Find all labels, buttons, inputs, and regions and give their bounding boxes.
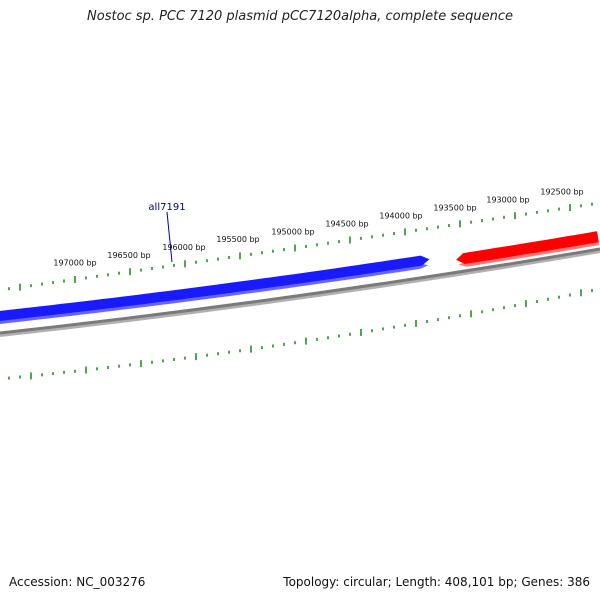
map-summary-text: Topology: circular; Length: 408,101 bp; … (283, 575, 590, 589)
gene-label[interactable]: all7191 (148, 202, 185, 213)
gene-label-leader-line (166, 211, 173, 263)
inner-ruler-ticks (8, 289, 593, 380)
ruler-label: 196500 bp (107, 251, 150, 260)
map-title: Nostoc sp. PCC 7120 plasmid pCC7120alpha… (87, 9, 513, 24)
ruler-label: 195500 bp (216, 235, 259, 244)
outer-ruler-ticks (8, 202, 593, 291)
ruler-label: 193000 bp (486, 196, 529, 205)
ruler-label: 193500 bp (433, 204, 476, 213)
ruler-label: 194500 bp (325, 219, 368, 228)
gene-arrow-reverse-body (456, 231, 599, 264)
ruler-label: 196000 bp (162, 243, 205, 252)
accession-text: Accession: NC_003276 (9, 575, 146, 589)
ruler-label: 192500 bp (540, 188, 583, 197)
ruler-label: 194000 bp (379, 212, 422, 221)
ruler-label: 195000 bp (271, 227, 314, 236)
gene-arrow-forward[interactable] (0, 255, 430, 325)
plasmid-backbone-shadow (0, 249, 600, 337)
ruler-label: 197000 bp (53, 259, 96, 268)
gene-arrow-forward-body (0, 255, 430, 321)
plasmid-backbone (0, 247, 600, 335)
gene-arrow-reverse[interactable] (456, 231, 600, 267)
ruler-labels: 197000 bp 196500 bp 196000 bp 195500 bp 1950… (53, 188, 583, 268)
